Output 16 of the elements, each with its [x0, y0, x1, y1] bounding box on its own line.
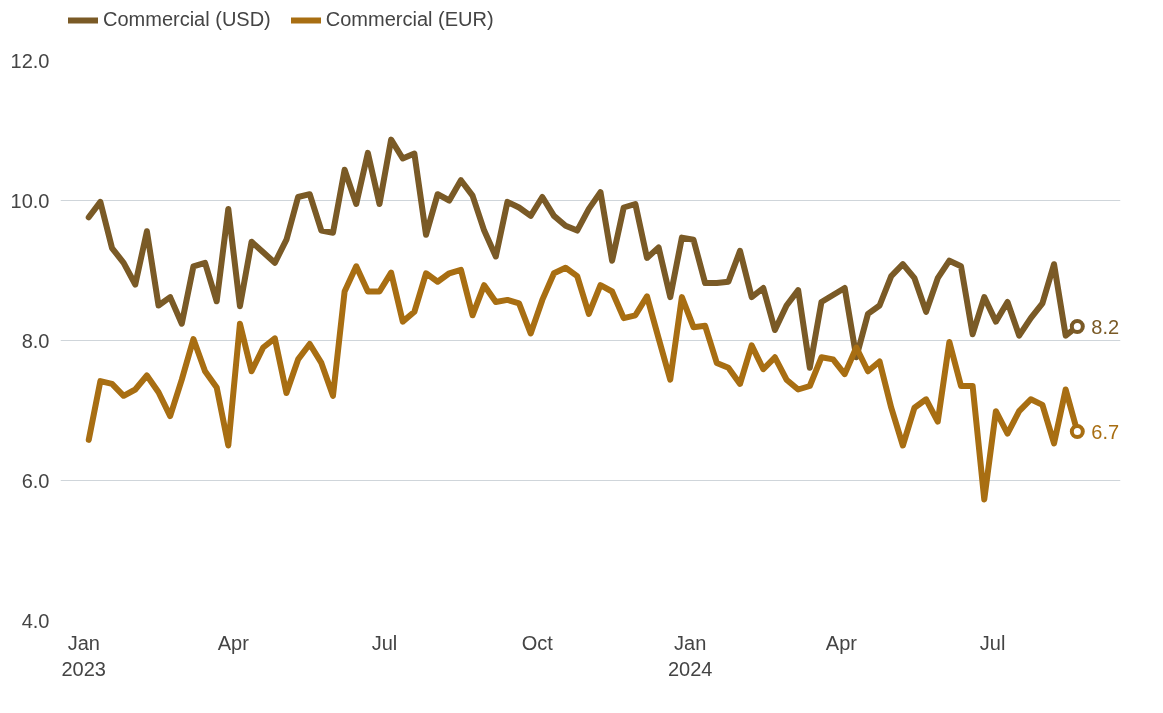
x-tick-label: Jul — [371, 631, 398, 654]
x-tick-label: Apr — [217, 631, 250, 654]
x-tick-label: Apr — [825, 631, 858, 654]
x-tick-label: Jan 2023 — [61, 631, 107, 680]
y-tick-label: 8.0 — [21, 329, 50, 352]
x-tick-label: Jul — [979, 631, 1006, 654]
y-tick-label: 10.0 — [10, 189, 50, 212]
x-tick-label: Jan 2024 — [667, 631, 713, 680]
data-label: 8.2 — [1091, 315, 1120, 338]
y-tick-label: 4.0 — [21, 609, 50, 632]
legend-label: Commercial (EUR) — [325, 8, 494, 31]
x-tick-label: Oct — [521, 631, 554, 654]
legend-label: Commercial (USD) — [103, 8, 271, 31]
y-tick-label: 12.0 — [10, 49, 50, 72]
y-tick-label: 6.0 — [21, 469, 50, 492]
data-label: 6.7 — [1091, 420, 1120, 443]
